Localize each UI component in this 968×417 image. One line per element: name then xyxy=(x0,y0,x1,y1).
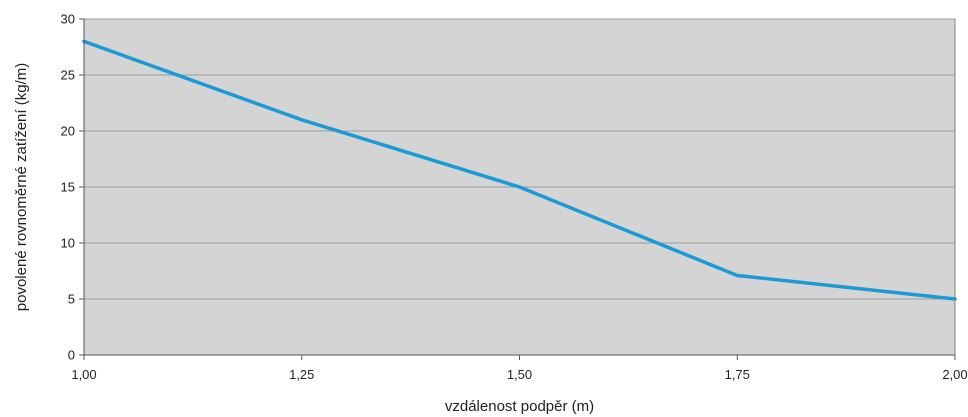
grid-lines xyxy=(84,18,955,300)
x-tick-label: 1,75 xyxy=(725,367,750,382)
axes xyxy=(79,18,956,360)
x-tick-label: 1,25 xyxy=(289,367,314,382)
x-tick-label: 2,00 xyxy=(942,367,967,382)
y-tick-label: 15 xyxy=(61,180,75,195)
series-layer xyxy=(82,39,957,301)
data-point xyxy=(300,118,304,122)
y-tick-label: 0 xyxy=(68,348,75,363)
y-tick-label: 20 xyxy=(61,124,75,139)
x-tick-labels: 1,00 1,25 1,50 1,75 2,00 xyxy=(71,367,967,382)
data-point xyxy=(953,297,957,301)
y-axis-title: povolené rovnoměrné zatížení (kg/m) xyxy=(13,63,30,311)
y-tick-label: 10 xyxy=(61,236,75,251)
data-point xyxy=(735,273,739,278)
x-tick-label: 1,50 xyxy=(507,367,532,382)
data-point xyxy=(517,185,522,189)
y-tick-label: 30 xyxy=(61,12,75,27)
x-axis-title: vzdálenost podpěr (m) xyxy=(445,398,594,415)
y-tick-label: 5 xyxy=(68,292,75,307)
x-tick-label: 1,00 xyxy=(71,367,96,382)
y-tick-label: 25 xyxy=(61,68,75,83)
y-tick-labels: 0 5 10 15 20 25 30 xyxy=(61,12,75,363)
